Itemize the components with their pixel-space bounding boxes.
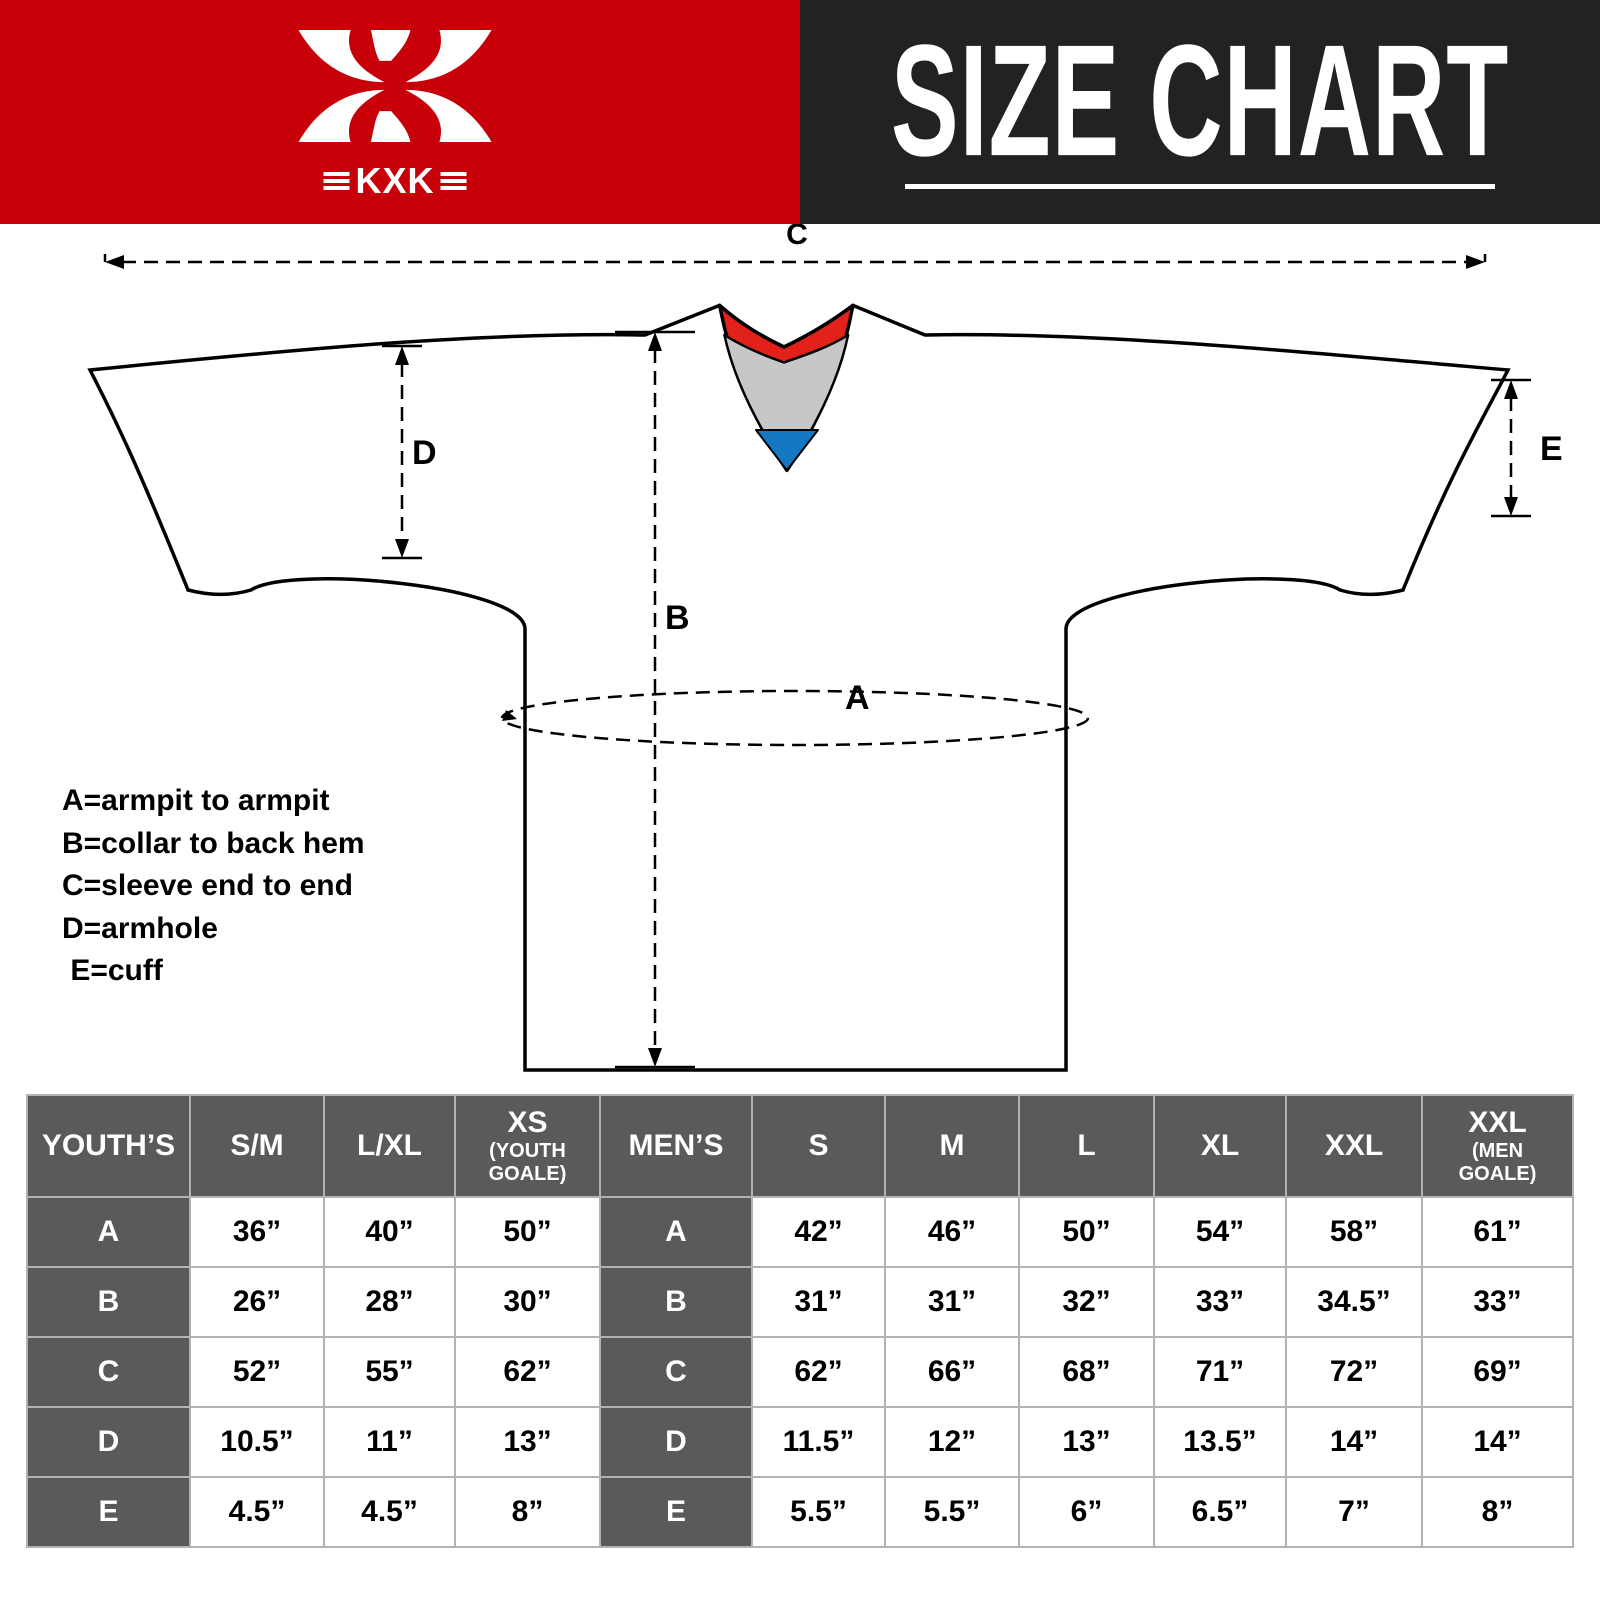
- svg-text:A: A: [845, 679, 870, 717]
- svg-text:B: B: [665, 599, 690, 637]
- svg-text:E: E: [1540, 430, 1563, 468]
- svg-text:D: D: [412, 434, 437, 472]
- svg-text:C: C: [786, 224, 808, 251]
